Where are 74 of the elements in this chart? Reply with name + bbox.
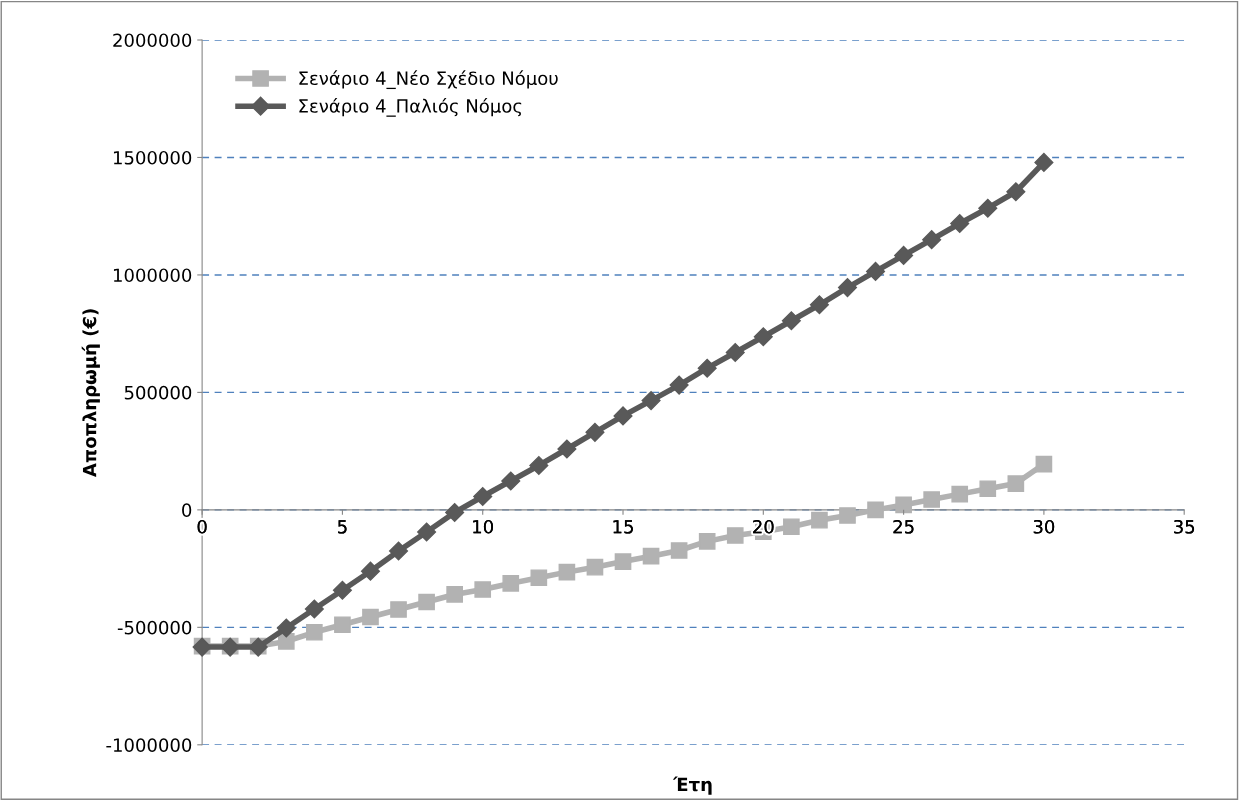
y-tick-label: -500000	[117, 620, 192, 635]
y-tick-label: 0	[182, 503, 192, 517]
point	[529, 455, 549, 475]
point	[894, 245, 914, 265]
point	[922, 230, 942, 250]
y-axis-title: Αποπληρωμή (€)	[81, 309, 100, 477]
point	[304, 599, 324, 619]
x-tick-label: 20	[753, 519, 774, 534]
point	[390, 601, 407, 618]
point	[614, 553, 632, 570]
x-tick-label: 5	[338, 520, 347, 534]
point	[951, 485, 969, 503]
point	[360, 561, 381, 581]
point	[725, 342, 745, 362]
x-tick-label: 25	[893, 519, 914, 534]
point	[306, 623, 323, 641]
point	[1007, 475, 1025, 492]
point	[839, 507, 856, 524]
point	[1006, 182, 1026, 202]
point	[978, 198, 998, 218]
point	[501, 471, 521, 491]
point	[445, 502, 465, 522]
point	[923, 491, 940, 508]
point	[332, 580, 352, 600]
point	[585, 422, 605, 442]
point	[950, 213, 970, 234]
y-tick-label: 2000000	[113, 33, 192, 48]
point	[670, 542, 688, 559]
point	[277, 633, 295, 650]
x-tick-label: 15	[613, 520, 633, 534]
x-tick-label: 35	[1174, 519, 1195, 534]
y-tick-label: 500000	[124, 385, 192, 400]
point	[1035, 455, 1053, 473]
point	[557, 439, 577, 459]
point	[613, 406, 633, 426]
point	[809, 295, 829, 315]
y-tick-label: 1000000	[113, 268, 192, 283]
legend-label: Σενάριο 4_Νέο Σχέδιο Νόμου	[299, 70, 558, 90]
point	[276, 618, 296, 638]
point	[837, 278, 858, 298]
point	[389, 541, 409, 561]
point	[783, 518, 800, 536]
point	[867, 501, 884, 519]
point	[753, 327, 773, 347]
x-tick-label: 10	[473, 519, 493, 534]
point	[334, 616, 351, 634]
point	[895, 496, 912, 514]
point	[697, 358, 717, 378]
point	[418, 593, 435, 611]
point	[698, 533, 716, 550]
point	[642, 547, 660, 565]
point	[641, 391, 661, 411]
y-tick-label: 1500000	[113, 150, 192, 165]
point	[726, 527, 744, 544]
point	[1034, 152, 1054, 172]
point	[811, 511, 828, 529]
x-tick-label: 0	[197, 519, 207, 534]
point	[362, 608, 379, 626]
point	[417, 522, 437, 542]
point	[866, 261, 886, 281]
y-tick-label: -1000000	[106, 738, 192, 752]
point	[474, 581, 492, 598]
point	[502, 575, 520, 592]
point	[558, 563, 576, 581]
point	[586, 558, 604, 576]
point	[669, 375, 689, 395]
legend-label: Σενάριο 4_Παλιός Νόμος	[299, 98, 522, 117]
point	[530, 569, 548, 587]
x-axis-title: Έτη	[672, 776, 712, 795]
point	[979, 480, 997, 498]
point	[473, 486, 493, 507]
point	[781, 311, 801, 331]
point	[446, 586, 463, 603]
x-tick-label: 30	[1033, 519, 1055, 534]
